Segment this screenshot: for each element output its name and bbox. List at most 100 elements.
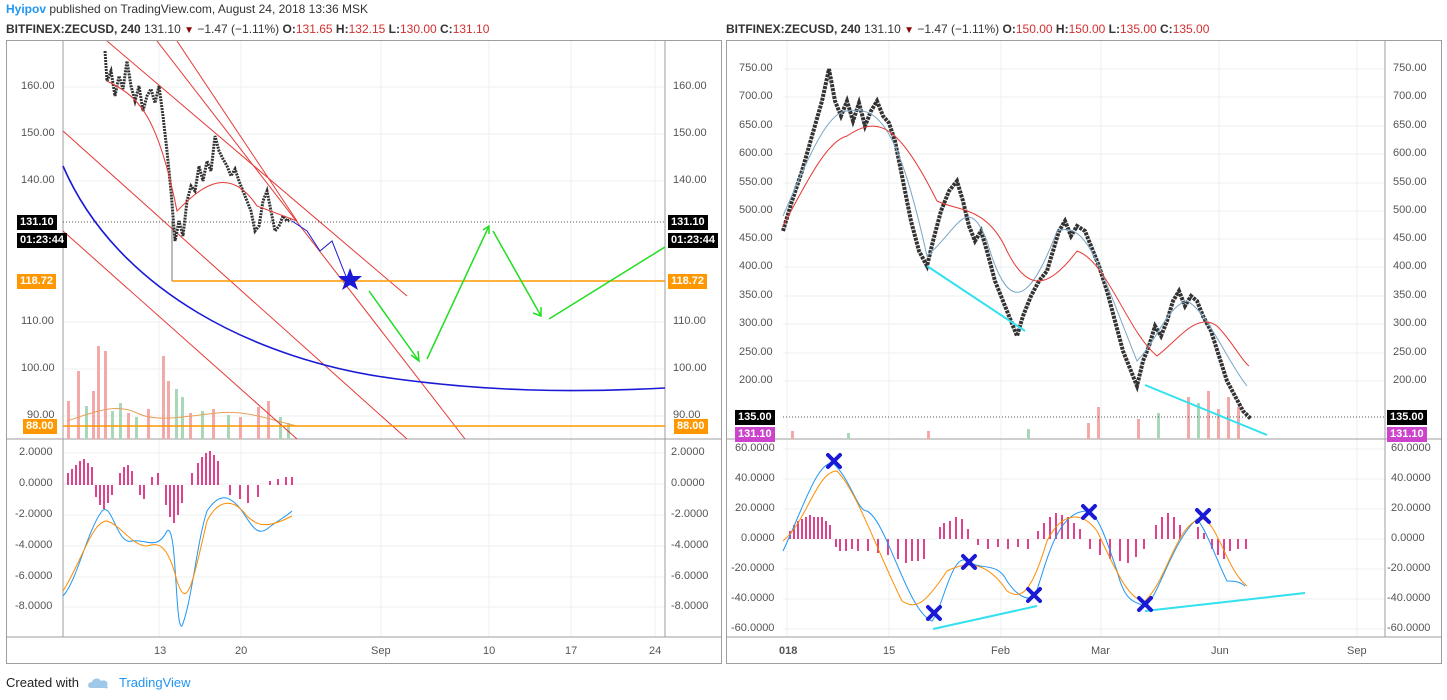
right-symbol: BITFINEX:ZECUSD, 240 bbox=[726, 22, 861, 36]
left-axis-tick: 160.00 bbox=[21, 80, 55, 92]
right-timer-tag: 01:23:44 bbox=[668, 233, 719, 248]
left-chart-panel[interactable]: 160.00 150.00 140.00 110.00 100.00 90.00… bbox=[6, 40, 722, 664]
right-chart-panel[interactable]: 750.00 700.00 650.00 600.00 550.00 500.0… bbox=[726, 40, 1442, 664]
price-tick: 300.00 bbox=[1393, 317, 1427, 329]
left-close: 131.10 bbox=[452, 22, 490, 36]
right-axis-tick: 140.00 bbox=[673, 174, 707, 186]
right-last-price: 131.10 bbox=[864, 22, 901, 36]
price-tick: 700.00 bbox=[739, 90, 773, 102]
left-axis-tick: 100.00 bbox=[21, 362, 55, 374]
right-low-tag: 88.00 bbox=[674, 419, 708, 434]
price-tick: 500.00 bbox=[739, 204, 773, 216]
macd-tick: 0.0000 bbox=[19, 477, 53, 489]
left-o-label: O: bbox=[282, 22, 296, 36]
right-x-markers bbox=[826, 453, 1211, 621]
right-close-tag: 135.00 bbox=[735, 410, 775, 425]
macd-tick: 20.0000 bbox=[735, 502, 775, 514]
price-tick: 350.00 bbox=[1393, 289, 1427, 301]
right-chart-canvas[interactable] bbox=[727, 41, 1441, 663]
x-marker-icon bbox=[1137, 596, 1153, 612]
macd-tick: -20.0000 bbox=[1387, 562, 1431, 574]
macd-tick: -60.0000 bbox=[1387, 622, 1431, 634]
right-axis-tick: 160.00 bbox=[673, 80, 707, 92]
left-h-label: H: bbox=[335, 22, 349, 36]
left-change: −1.47 (−1.11%) bbox=[197, 22, 280, 36]
left-c-label: C: bbox=[440, 22, 453, 36]
left-macd-histogram bbox=[67, 451, 293, 523]
macd-tick: -2.0000 bbox=[671, 508, 709, 520]
macd-tick: -40.0000 bbox=[731, 592, 775, 604]
x-marker-icon bbox=[1081, 504, 1097, 520]
price-tick: 200.00 bbox=[1393, 374, 1427, 386]
macd-tick: 0.0000 bbox=[671, 477, 705, 489]
left-axis-tick: 90.00 bbox=[27, 409, 55, 421]
right-low: 135.00 bbox=[1119, 22, 1157, 36]
price-tick: 700.00 bbox=[1393, 90, 1427, 102]
left-axis-tick: 110.00 bbox=[21, 315, 54, 327]
left-high: 132.15 bbox=[348, 22, 386, 36]
x-marker-icon bbox=[961, 554, 977, 570]
right-divergence-lines bbox=[926, 265, 1306, 630]
right-macd-histogram bbox=[789, 513, 1247, 563]
right-c-label: C: bbox=[1160, 22, 1173, 36]
footer: Created with TradingView bbox=[6, 675, 191, 690]
right-close: 135.00 bbox=[1172, 22, 1210, 36]
tradingview-link[interactable]: TradingView bbox=[118, 675, 191, 690]
price-tick: 400.00 bbox=[739, 260, 773, 272]
left-chart-canvas[interactable] bbox=[7, 41, 721, 663]
right-axis-tick: 90.00 bbox=[673, 409, 701, 421]
down-triangle-icon: ▼ bbox=[184, 25, 194, 36]
right-axis-tick: 110.00 bbox=[673, 315, 706, 327]
macd-tick: 40.0000 bbox=[735, 472, 775, 484]
x-tick: 17 bbox=[565, 645, 578, 657]
left-l-label: L: bbox=[388, 22, 400, 36]
x-tick: 15 bbox=[883, 645, 896, 657]
left-projection-arrows bbox=[368, 224, 666, 363]
x-marker-icon bbox=[1026, 587, 1042, 603]
x-marker-icon bbox=[826, 453, 842, 469]
macd-tick: 20.0000 bbox=[1391, 502, 1431, 514]
macd-tick: -20.0000 bbox=[731, 562, 775, 574]
left-volume-bars bbox=[67, 346, 290, 439]
right-price-tag: 131.10 bbox=[735, 427, 775, 442]
tradingview-cloud-icon bbox=[88, 677, 108, 688]
price-tick: 500.00 bbox=[1393, 204, 1427, 216]
publish-header: Hyipov published on TradingView.com, Aug… bbox=[6, 2, 368, 16]
left-last-price: 131.10 bbox=[144, 22, 181, 36]
price-tick: 450.00 bbox=[739, 232, 773, 244]
macd-tick: 0.0000 bbox=[741, 532, 775, 544]
x-tick: Sep bbox=[371, 645, 391, 657]
left-low: 130.00 bbox=[399, 22, 437, 36]
macd-tick: -4.0000 bbox=[671, 539, 709, 551]
price-tick: 550.00 bbox=[1393, 176, 1427, 188]
macd-tick: 0.0000 bbox=[1391, 532, 1425, 544]
price-tick: 750.00 bbox=[1393, 62, 1427, 74]
right-open: 150.00 bbox=[1015, 22, 1053, 36]
left-timer-tag: 01:23:44 bbox=[17, 233, 68, 248]
right-close-tag-axis: 135.00 bbox=[1387, 410, 1427, 425]
x-marker-icon bbox=[1195, 508, 1211, 524]
price-tick: 350.00 bbox=[739, 289, 773, 301]
right-change: −1.47 (−1.11%) bbox=[917, 22, 1000, 36]
left-open: 131.65 bbox=[295, 22, 333, 36]
x-tick: Sep bbox=[1347, 645, 1367, 657]
right-axis-tick: 100.00 bbox=[673, 362, 707, 374]
right-l-label: L: bbox=[1108, 22, 1120, 36]
x-marker-icon bbox=[926, 605, 942, 621]
macd-tick: 2.0000 bbox=[19, 446, 53, 458]
x-tick: Jun bbox=[1211, 645, 1229, 657]
x-tick: 13 bbox=[154, 645, 167, 657]
author-link[interactable]: Hyipov bbox=[6, 2, 47, 16]
macd-tick: -8.0000 bbox=[15, 600, 53, 612]
left-axis-tick: 140.00 bbox=[21, 174, 55, 186]
price-tick: 550.00 bbox=[739, 176, 773, 188]
macd-tick: -40.0000 bbox=[1387, 592, 1431, 604]
price-tick: 650.00 bbox=[739, 119, 773, 131]
right-volume-bars bbox=[791, 391, 1240, 439]
price-tick: 200.00 bbox=[739, 374, 773, 386]
price-tick: 250.00 bbox=[1393, 346, 1427, 358]
macd-tick: -6.0000 bbox=[671, 570, 709, 582]
macd-tick: -2.0000 bbox=[15, 508, 53, 520]
right-o-label: O: bbox=[1002, 22, 1016, 36]
left-symbol-line: BITFINEX:ZECUSD, 240 131.10 ▼ −1.47 (−1.… bbox=[6, 22, 489, 38]
